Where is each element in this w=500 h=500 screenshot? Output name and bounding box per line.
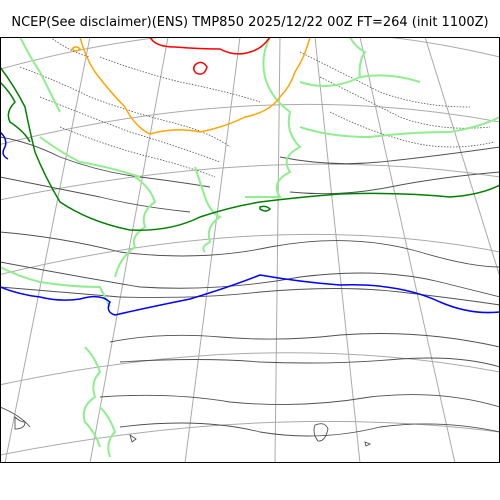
blue-isotherm bbox=[0, 131, 500, 316]
longitude-line bbox=[359, 37, 456, 463]
map-border bbox=[0, 37, 500, 463]
isotherm-lines bbox=[0, 136, 500, 447]
chart-title: NCEP(See disclaimer)(ENS) TMP850 2025/12… bbox=[11, 15, 489, 30]
latitude-line bbox=[0, 103, 500, 146]
latitude-line bbox=[0, 420, 500, 456]
longitude-line bbox=[89, 37, 169, 463]
latitude-line bbox=[0, 233, 500, 276]
red-isotherm bbox=[149, 37, 271, 75]
weather-map[interactable] bbox=[0, 37, 500, 463]
longitude-line bbox=[4, 37, 91, 463]
land-fringe-contours bbox=[0, 37, 500, 458]
terrain-outlines bbox=[19, 37, 496, 178]
orange-isotherm bbox=[70, 37, 311, 135]
graticule bbox=[0, 37, 500, 463]
latitude-line bbox=[0, 37, 500, 70]
longitude-line bbox=[314, 37, 361, 463]
green-isotherm bbox=[0, 66, 500, 231]
longitude-line bbox=[184, 37, 241, 463]
longitude-line bbox=[274, 37, 281, 463]
map-canvas bbox=[0, 37, 500, 463]
latitude-line bbox=[0, 352, 500, 386]
longitude-line bbox=[424, 37, 500, 278]
latitude-line bbox=[0, 163, 500, 201]
